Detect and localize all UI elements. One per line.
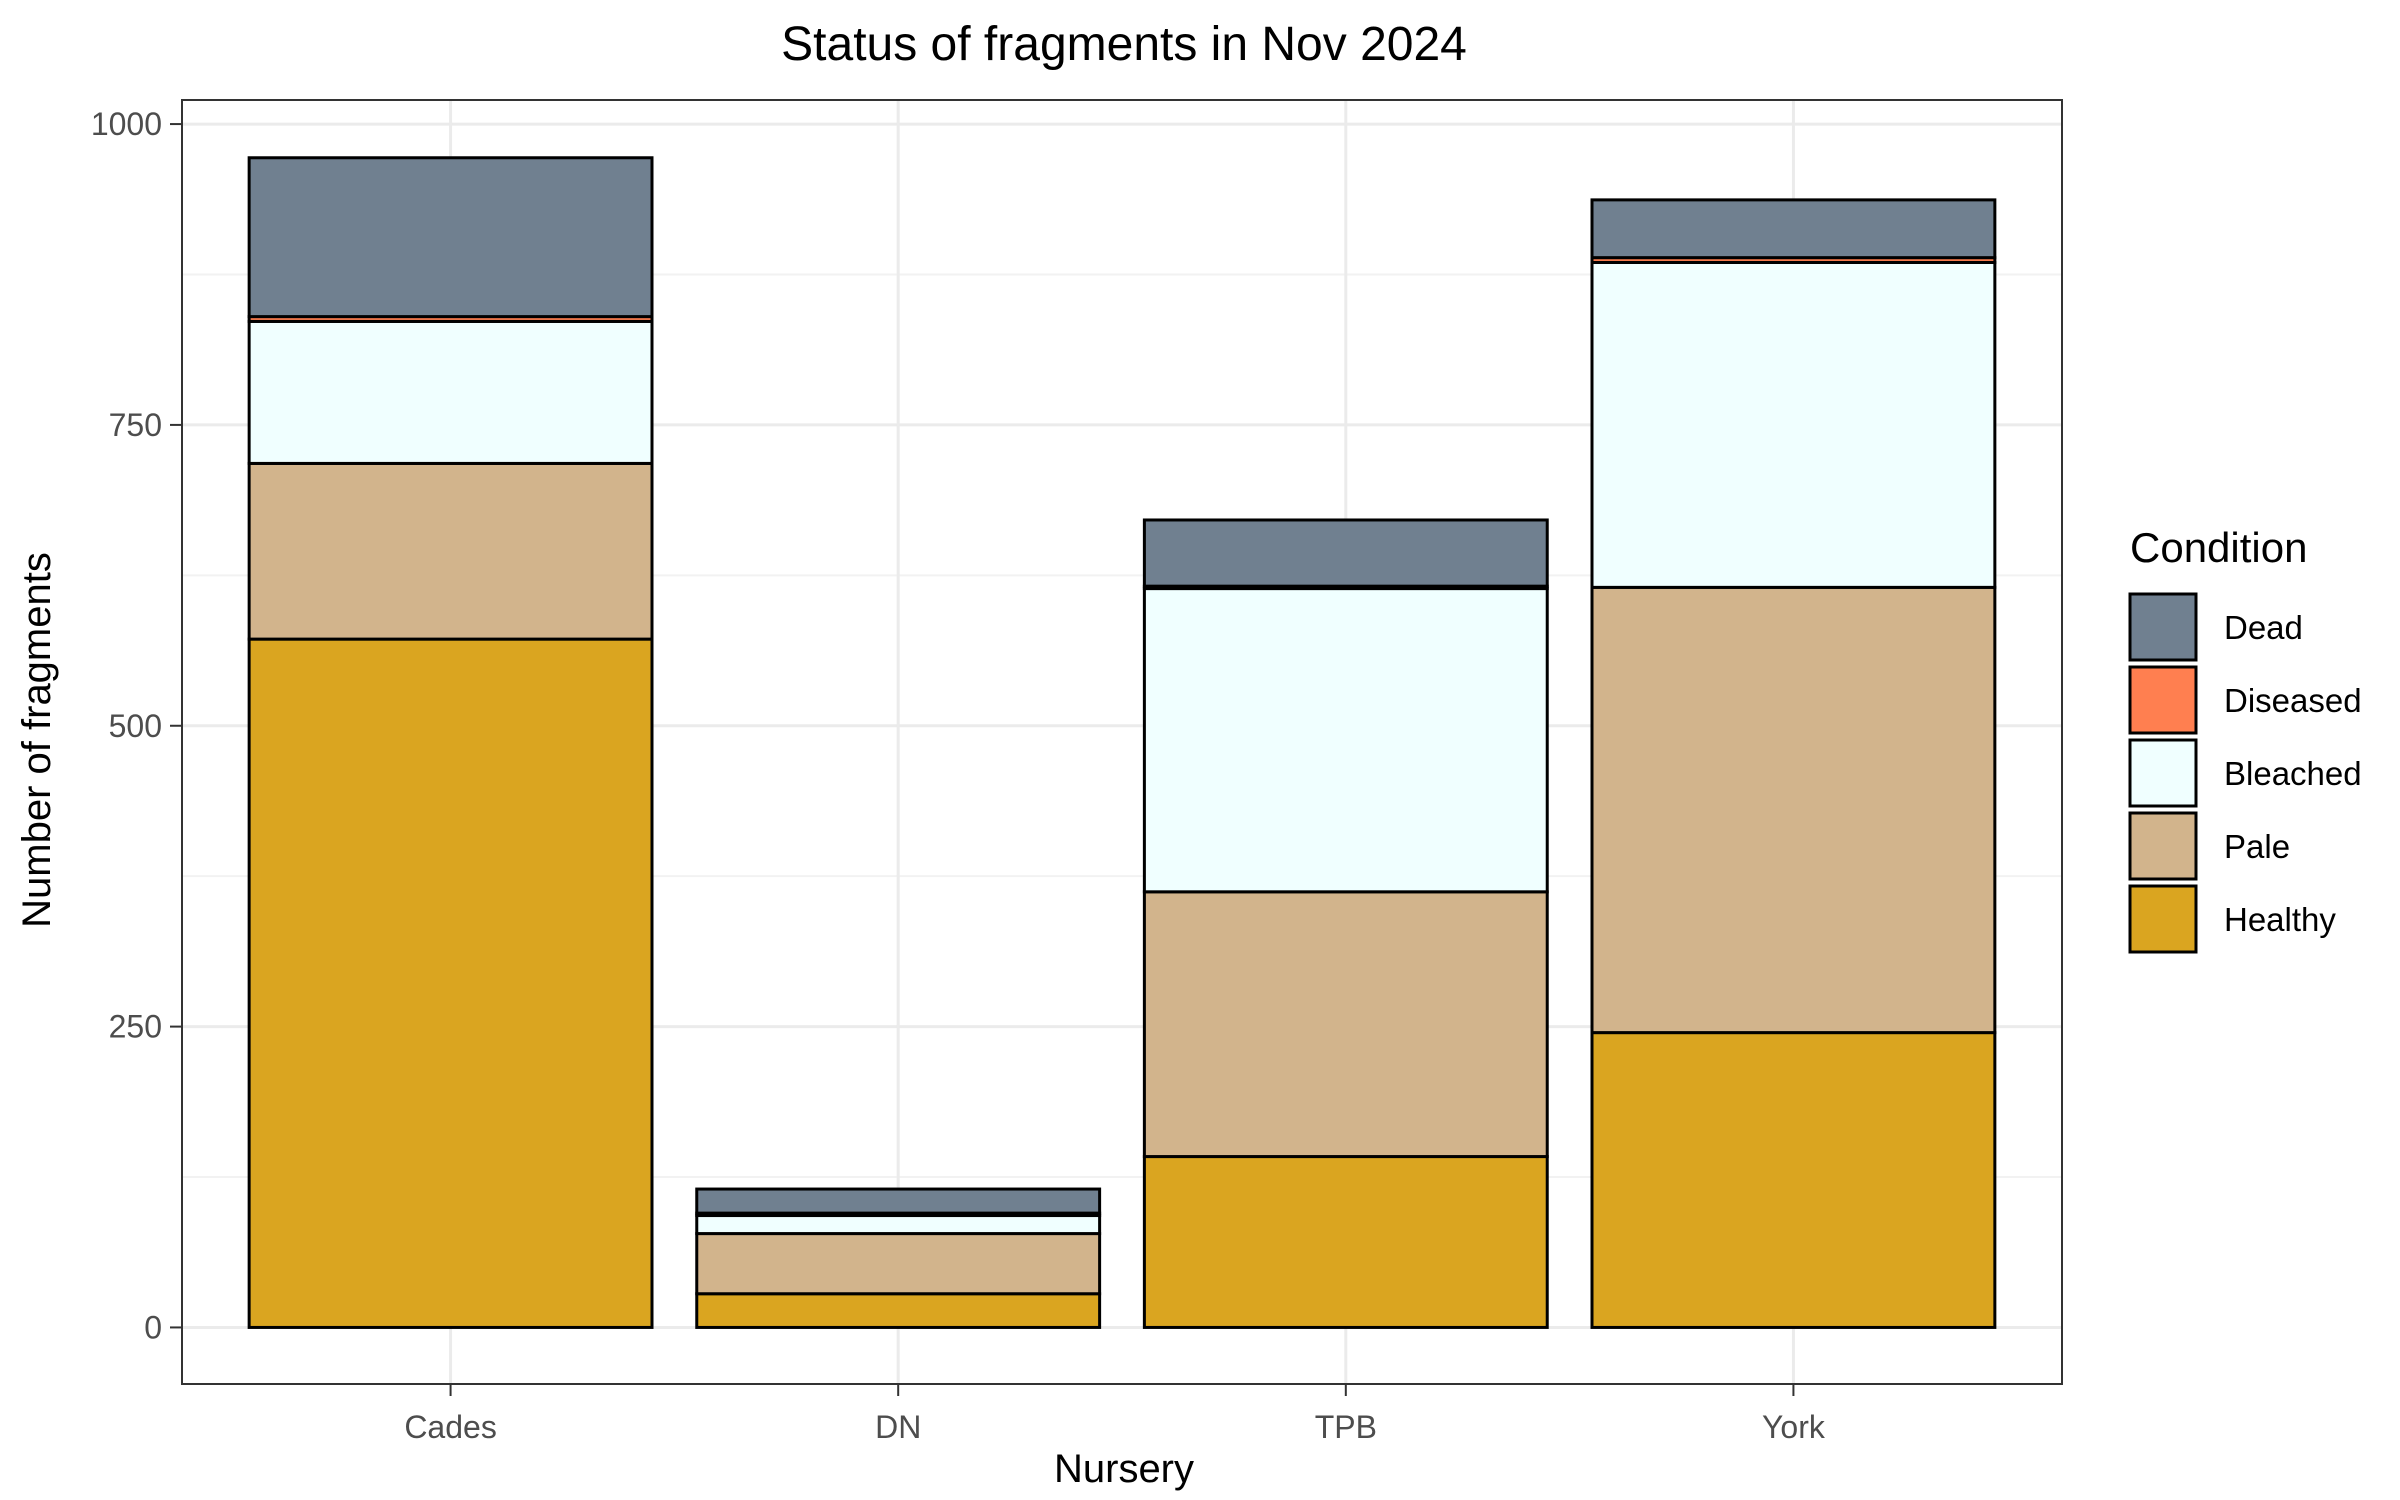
bar-segment-dn-dead <box>695 1187 1102 1215</box>
x-axis-title: Nursery <box>1054 1447 1194 1491</box>
bar-segment-cades-pale <box>247 461 654 641</box>
bar-segment-dn-pale <box>695 1232 1102 1296</box>
bar-segment-cades-dead <box>247 156 654 319</box>
y-tick-label: 250 <box>109 1009 162 1045</box>
y-axis-title: Number of fragments <box>15 552 59 928</box>
legend-title: Condition <box>2130 524 2307 571</box>
legend-key-diseased <box>2128 665 2198 735</box>
bar-segment-york-healthy <box>1590 1031 1997 1329</box>
bar-segment-tpb-bleached <box>1142 587 1549 894</box>
legend-label-bleached: Bleached <box>2224 755 2362 792</box>
legend-label-pale: Pale <box>2224 828 2290 865</box>
legend-label-diseased: Diseased <box>2224 682 2362 719</box>
bar-segment-dn-healthy <box>695 1292 1102 1329</box>
legend-key-bleached <box>2128 738 2198 808</box>
legend: Condition Dead Diseased Bleached Pale Health… <box>2128 524 2362 954</box>
bar-segment-tpb-pale <box>1142 890 1549 1159</box>
bar-segment-york-dead <box>1590 198 1997 260</box>
x-tick-label-york: York <box>1762 1409 1826 1445</box>
bars <box>247 156 1997 1329</box>
bar-segment-tpb-healthy <box>1142 1155 1549 1329</box>
legend-key-healthy <box>2128 884 2198 954</box>
plot-border <box>181 99 2063 1385</box>
bar-segment-york-pale <box>1590 585 1997 1035</box>
x-tick-label-cades: Cades <box>404 1409 497 1445</box>
y-tick-label: 500 <box>109 708 162 744</box>
bar-segment-dn-bleached <box>695 1214 1102 1236</box>
bar-segment-tpb-dead <box>1142 518 1549 588</box>
bar-segment-cades-healthy <box>247 637 654 1329</box>
y-tick-label: 750 <box>109 407 162 443</box>
bar-segment-cades-bleached <box>247 319 654 465</box>
legend-label-dead: Dead <box>2224 609 2303 646</box>
y-tick-label: 0 <box>144 1309 162 1345</box>
x-tick-label-dn: DN <box>875 1409 921 1445</box>
x-axis: Cades DN TPB York <box>404 1384 1826 1445</box>
legend-label-healthy: Healthy <box>2224 901 2336 938</box>
legend-key-pale <box>2128 811 2198 881</box>
y-tick-label: 1000 <box>91 106 162 142</box>
legend-key-dead <box>2128 592 2198 662</box>
bar-segment-york-bleached <box>1590 260 1997 589</box>
x-tick-label-tpb: TPB <box>1315 1409 1377 1445</box>
chart-title: Status of fragments in Nov 2024 <box>781 18 1467 71</box>
y-axis: 0 250 500 750 1000 <box>91 106 182 1345</box>
